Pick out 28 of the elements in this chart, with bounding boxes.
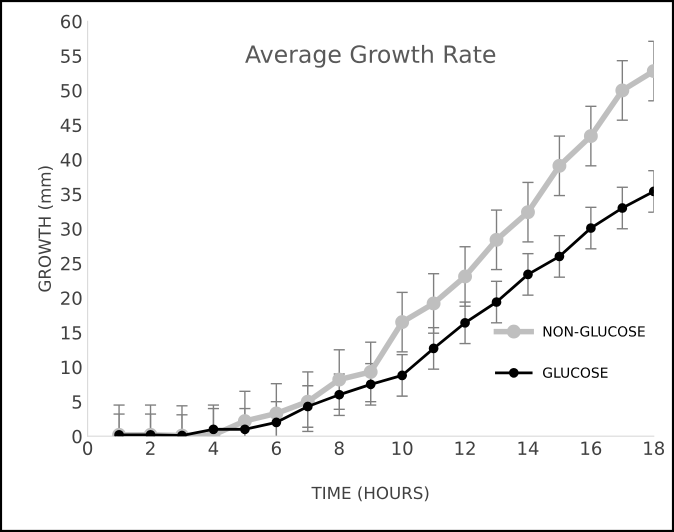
- y-tick-label: 20: [61, 291, 82, 306]
- y-tick-label: 60: [61, 14, 82, 28]
- x-tick-label: 4: [208, 442, 218, 455]
- x-tick-label: 6: [272, 441, 281, 456]
- y-tick-label: 5: [72, 395, 82, 409]
- y-tick-label: 50: [61, 84, 82, 98]
- x-tick-label: 8: [334, 441, 344, 456]
- x-tick-label: 12: [456, 441, 475, 455]
- y-axis-title: GROWTH (mm): [38, 166, 53, 292]
- x-axis-title: TIME (HOURS): [311, 486, 428, 502]
- y-tick-label: 25: [61, 256, 82, 270]
- legend-label: GLUCOSE: [543, 367, 608, 378]
- x-tick-label: 10: [392, 441, 412, 456]
- y-tick-label: 35: [61, 188, 82, 202]
- y-tick-label: 45: [60, 118, 82, 132]
- y-tick-label: 40: [60, 153, 82, 167]
- y-tick-label: 30: [61, 222, 82, 236]
- y-tick-label: 15: [62, 326, 82, 340]
- x-tick-label: 16: [581, 441, 602, 456]
- x-tick-label: 0: [83, 441, 92, 456]
- y-tick-label: 55: [61, 50, 82, 63]
- x-tick-label: 14: [518, 442, 538, 455]
- x-tick-label: 18: [644, 441, 664, 456]
- legend-label: NON-GLUCOSE: [544, 326, 645, 337]
- y-tick-label: 0: [72, 430, 82, 444]
- y-tick-label: 10: [62, 360, 82, 374]
- x-tick-label: 2: [146, 441, 154, 455]
- text: Average Growth Rate: [245, 44, 496, 68]
